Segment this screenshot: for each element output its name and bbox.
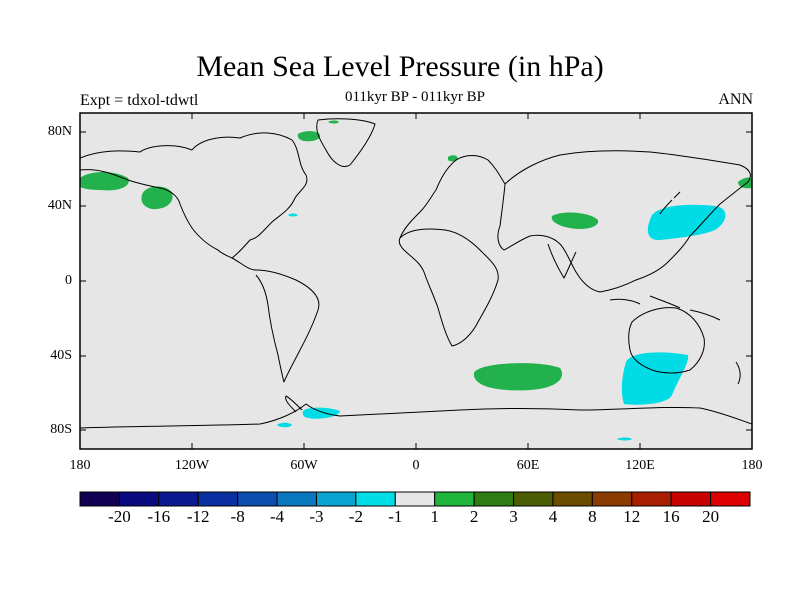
- map-title: Mean Sea Level Pressure (in hPa): [196, 50, 604, 83]
- lat-label-40n: 40N: [47, 198, 72, 213]
- africa-coast: [398, 228, 499, 347]
- colorbar-swatch: [276, 491, 317, 507]
- colorbar: [79, 491, 751, 507]
- antarctic-peninsula-coast: [285, 395, 303, 413]
- colorbar-label: 12: [623, 507, 641, 526]
- colorbar-label: 2: [469, 507, 479, 526]
- anomaly-south-australia: [621, 352, 689, 405]
- colorbar-swatch: [158, 491, 199, 507]
- colorbar-label: -12: [186, 507, 210, 526]
- greenland-coast: [316, 118, 376, 167]
- japan-coast: [659, 191, 681, 215]
- colorbar-label: 1: [430, 507, 439, 526]
- colorbar-label: -2: [348, 507, 363, 526]
- negative-anomaly-regions: [277, 204, 726, 441]
- anomaly-north-pacific-east: [80, 172, 129, 191]
- anomaly-weddell-sea: [302, 407, 340, 419]
- colorbar-swatch: [79, 491, 120, 507]
- lon-label-0: 0: [412, 458, 420, 473]
- lon-label-180w: 180: [69, 458, 91, 473]
- anomaly-iceland-region: [448, 155, 458, 162]
- colorbar-swatch: [631, 491, 672, 507]
- colorbar-label: -1: [388, 507, 403, 526]
- anomaly-japan-northwest-pacific: [647, 204, 726, 241]
- lon-label-120w: 120W: [174, 458, 210, 473]
- colorbar-swatch: [513, 491, 554, 507]
- colorbar-label: -3: [309, 507, 324, 526]
- india-coast: [547, 243, 577, 279]
- colorbar-swatch: [473, 491, 515, 507]
- colorbar-swatch: [197, 491, 239, 507]
- anomaly-small-north-atlantic: [328, 120, 339, 124]
- lon-label-180e: 180: [741, 458, 763, 473]
- lat-ticks: [80, 131, 752, 431]
- colorbar-swatch: [355, 491, 396, 507]
- colorbar-swatch: [670, 491, 712, 507]
- antarctica-coast: [80, 403, 752, 429]
- north-america-coast: [80, 132, 308, 259]
- colorbar-swatch: [394, 491, 436, 507]
- colorbar-label: -20: [108, 507, 131, 526]
- colorbar-label: 4: [548, 507, 558, 526]
- europe-coast: [399, 155, 506, 239]
- anomaly-gulf-of-alaska: [141, 186, 173, 210]
- experiment-label: Expt = tdxol-tdwtl: [80, 92, 199, 109]
- colorbar-swatch: [237, 491, 278, 507]
- colorbar-swatch: [552, 491, 593, 507]
- colorbar-swatch: [118, 491, 160, 507]
- anomaly-south-indian-ocean: [473, 363, 563, 391]
- maritime-continent-coast: [609, 295, 721, 321]
- colorbar-label: 20: [702, 507, 720, 526]
- colorbar-swatch: [591, 491, 633, 507]
- lat-label-80s: 80S: [50, 422, 72, 437]
- new-zealand-coast: [735, 361, 741, 385]
- colorbar-label: -16: [147, 507, 171, 526]
- colorbar-label: -4: [269, 507, 285, 526]
- lon-label-60w: 60W: [290, 458, 318, 473]
- positive-anomaly-regions: [80, 120, 752, 391]
- lon-label-120e: 120E: [625, 458, 655, 473]
- australia-coast: [628, 307, 705, 374]
- anomaly-small-east-antarctic: [617, 437, 632, 441]
- lon-label-60e: 60E: [516, 458, 540, 473]
- colorbar-label: 3: [509, 507, 518, 526]
- lat-label-40s: 40S: [50, 348, 72, 363]
- asia-coast: [497, 150, 751, 293]
- anomaly-greenland: [297, 131, 321, 142]
- colorbar-label: -8: [230, 507, 245, 526]
- season-label: ANN: [718, 91, 753, 108]
- coastlines: [80, 118, 752, 429]
- colorbar-swatch: [315, 491, 357, 507]
- colorbar-swatch: [710, 491, 751, 507]
- lat-label-80n: 80N: [47, 124, 72, 139]
- lat-label-0: 0: [65, 273, 72, 288]
- lon-ticks: [79, 113, 753, 449]
- period-label: 011kyr BP - 011kyr BP: [344, 89, 485, 105]
- colorbar-label: 8: [588, 507, 597, 526]
- anomaly-small-atlantic: [288, 213, 298, 217]
- colorbar-swatch: [434, 491, 475, 507]
- anomaly-tibetan-plateau: [551, 212, 599, 230]
- colorbar-label: 16: [662, 507, 680, 526]
- anomaly-small-amundsen: [277, 422, 292, 428]
- south-america-coast: [231, 257, 320, 383]
